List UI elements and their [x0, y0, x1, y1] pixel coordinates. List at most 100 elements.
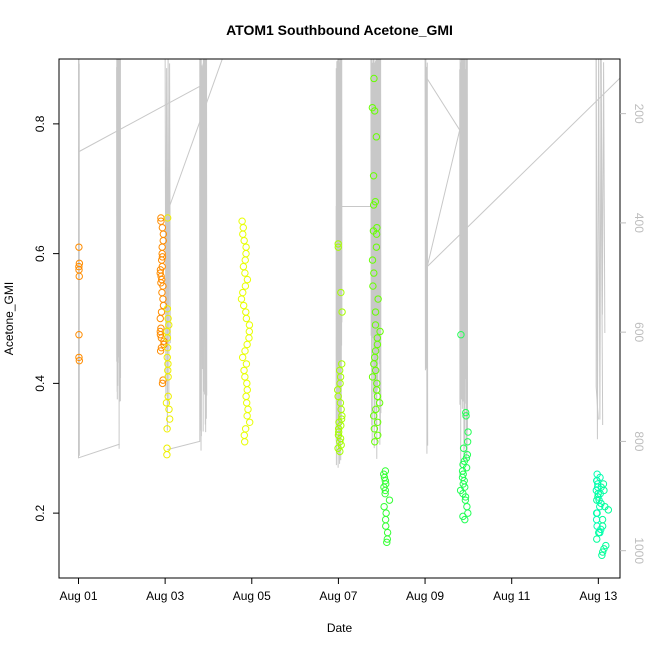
- x-tick-label: Aug 13: [579, 589, 617, 603]
- data-point: [237, 295, 246, 303]
- data-point: [336, 438, 344, 446]
- data-point: [370, 74, 378, 83]
- pressure-segment-5: [426, 77, 620, 267]
- data-point: [596, 528, 604, 537]
- data-point: [604, 506, 613, 514]
- plot-area: [75, 59, 620, 559]
- data-point: [381, 515, 390, 524]
- pressure-flight-6: [424, 59, 429, 454]
- data-point: [368, 373, 377, 381]
- data-point: [463, 438, 472, 446]
- data-point: [382, 509, 390, 517]
- data-point: [381, 489, 389, 498]
- data-point: [163, 425, 171, 433]
- data-point: [600, 545, 608, 553]
- data-point: [165, 405, 173, 414]
- data-point: [336, 447, 344, 456]
- data-point: [370, 360, 378, 368]
- data-point: [158, 243, 166, 251]
- data-point: [369, 201, 378, 209]
- data-point: [243, 386, 251, 394]
- data-point: [163, 214, 172, 222]
- data-point: [463, 502, 471, 511]
- data-point: [245, 321, 254, 329]
- data-point: [75, 356, 84, 365]
- y-axis-label: Acetone_GMI: [2, 282, 16, 355]
- data-point: [243, 340, 251, 349]
- data-point: [163, 451, 171, 459]
- data-point: [337, 288, 345, 297]
- data-point: [368, 256, 377, 264]
- data-point: [464, 428, 472, 436]
- data-point: [598, 515, 607, 524]
- pressure-segment-0: [77, 146, 120, 459]
- data-point: [242, 314, 251, 323]
- data-point: [245, 418, 254, 426]
- data-point: [336, 379, 344, 388]
- data-point: [156, 347, 165, 355]
- data-point: [156, 314, 164, 323]
- data-point: [373, 418, 382, 426]
- data-point: [369, 172, 378, 180]
- chart-title: ATOM1 Southbound Acetone_GMI: [226, 22, 453, 38]
- pressure-flight-3: [199, 59, 208, 451]
- series-6: [368, 74, 384, 446]
- data-point: [243, 379, 251, 388]
- data-point: [457, 331, 465, 339]
- data-point: [241, 347, 249, 355]
- data-point: [242, 360, 251, 368]
- data-point: [460, 457, 469, 465]
- data-point: [461, 493, 470, 501]
- pressure-flight-8: [595, 59, 606, 440]
- series-7: [380, 467, 394, 547]
- data-point: [463, 451, 472, 459]
- data-point: [385, 496, 394, 504]
- y-tick-label: 0.2: [33, 504, 47, 521]
- pressure-flight-4: [335, 59, 343, 468]
- right-tick-label: 800: [632, 431, 646, 451]
- data-point: [593, 483, 602, 491]
- data-point: [596, 502, 604, 511]
- data-point: [163, 305, 172, 313]
- x-tick-label: Aug 01: [59, 589, 97, 603]
- data-point: [241, 373, 249, 381]
- data-point: [242, 308, 250, 316]
- data-point: [158, 288, 166, 297]
- data-point: [369, 282, 377, 290]
- data-point: [156, 331, 165, 339]
- data-point: [239, 288, 247, 297]
- pressure-flight-7: [459, 59, 469, 467]
- y-tick-label: 0.6: [33, 245, 47, 262]
- data-point: [370, 107, 379, 115]
- data-point: [163, 343, 172, 352]
- x-tick-label: Aug 03: [146, 589, 184, 603]
- data-point: [592, 515, 601, 524]
- data-point: [376, 327, 384, 336]
- data-point: [239, 301, 248, 310]
- data-point: [243, 399, 251, 407]
- pressure-segment-4: [424, 75, 461, 267]
- series-3: [162, 214, 174, 459]
- data-point: [383, 528, 392, 537]
- data-point: [374, 295, 382, 303]
- data-point: [157, 308, 166, 316]
- data-point: [163, 334, 172, 342]
- data-point: [162, 399, 171, 407]
- data-point: [334, 428, 343, 436]
- data-point: [383, 538, 391, 547]
- pressure-flight-1: [116, 59, 122, 449]
- data-point: [238, 217, 246, 225]
- data-point: [382, 522, 390, 530]
- data-point: [241, 269, 249, 277]
- data-point: [75, 243, 83, 251]
- data-point: [334, 392, 342, 401]
- data-point: [375, 399, 384, 407]
- data-point: [164, 392, 172, 401]
- data-point: [245, 327, 254, 336]
- data-point: [383, 535, 392, 543]
- data-point: [163, 444, 171, 452]
- data-point: [462, 408, 470, 417]
- x-tick-label: Aug 09: [406, 589, 444, 603]
- data-point: [371, 321, 380, 329]
- data-point: [380, 502, 388, 511]
